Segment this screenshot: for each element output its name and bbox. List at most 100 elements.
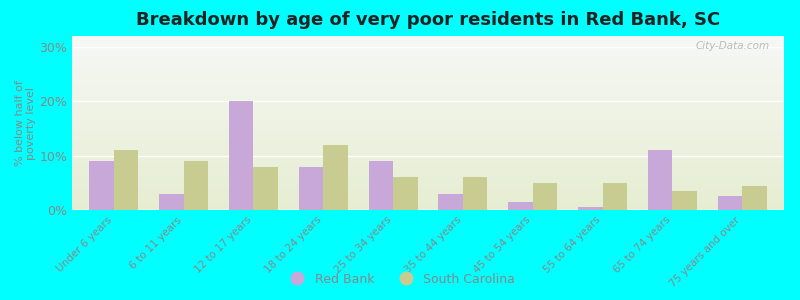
Bar	[72, 162, 784, 163]
Bar	[72, 149, 784, 150]
Bar	[72, 107, 784, 108]
Bar	[72, 151, 784, 152]
Bar	[72, 113, 784, 114]
Bar	[742, 185, 766, 210]
Bar	[72, 192, 784, 193]
Bar	[72, 168, 784, 169]
Bar	[72, 123, 784, 124]
Bar	[72, 157, 784, 158]
Bar	[72, 146, 784, 147]
Bar	[72, 108, 784, 109]
Bar	[72, 117, 784, 118]
Bar	[72, 181, 784, 182]
Bar	[72, 76, 784, 77]
Bar	[72, 190, 784, 191]
Bar	[72, 45, 784, 46]
Bar	[72, 79, 784, 80]
Bar	[72, 204, 784, 205]
Bar	[72, 166, 784, 167]
Bar	[72, 90, 784, 91]
Bar	[72, 134, 784, 135]
Bar	[72, 101, 784, 102]
Bar	[72, 165, 784, 166]
Bar	[72, 197, 784, 198]
Bar	[72, 148, 784, 149]
Bar	[114, 150, 138, 210]
Bar	[72, 115, 784, 116]
Bar	[72, 53, 784, 54]
Bar	[72, 119, 784, 120]
Bar	[648, 150, 672, 210]
Bar	[72, 50, 784, 51]
Bar	[72, 198, 784, 199]
Bar	[72, 54, 784, 55]
Bar	[72, 150, 784, 151]
Bar	[72, 142, 784, 143]
Bar	[72, 66, 784, 67]
Bar	[72, 96, 784, 97]
Bar	[72, 112, 784, 113]
Bar	[72, 36, 784, 37]
Bar	[72, 140, 784, 141]
Bar	[184, 161, 208, 210]
Bar	[72, 60, 784, 61]
Bar	[72, 133, 784, 134]
Bar	[72, 135, 784, 136]
Bar	[72, 81, 784, 82]
Bar	[72, 41, 784, 42]
Bar	[72, 207, 784, 208]
Bar	[72, 184, 784, 185]
Bar	[72, 145, 784, 146]
Bar	[72, 103, 784, 104]
Bar	[72, 155, 784, 156]
Bar	[718, 196, 742, 210]
Bar	[72, 188, 784, 189]
Bar	[72, 182, 784, 183]
Bar	[72, 39, 784, 40]
Bar	[72, 95, 784, 96]
Bar	[72, 49, 784, 50]
Bar	[72, 37, 784, 38]
Bar	[72, 170, 784, 171]
Bar	[72, 152, 784, 153]
Bar	[369, 161, 393, 210]
Bar	[72, 147, 784, 148]
Bar	[72, 104, 784, 105]
Text: City-Data.com: City-Data.com	[696, 41, 770, 51]
Bar	[72, 84, 784, 85]
Bar	[72, 44, 784, 45]
Bar	[72, 159, 784, 160]
Bar	[90, 161, 114, 210]
Bar	[72, 130, 784, 131]
Bar	[72, 99, 784, 100]
Bar	[72, 195, 784, 196]
Bar	[72, 172, 784, 173]
Bar	[438, 194, 463, 210]
Bar	[72, 75, 784, 76]
Bar	[72, 189, 784, 190]
Bar	[72, 131, 784, 132]
Bar	[72, 175, 784, 176]
Bar	[72, 72, 784, 73]
Bar	[72, 173, 784, 174]
Bar	[72, 161, 784, 162]
Bar	[72, 167, 784, 168]
Bar	[393, 177, 418, 210]
Bar	[72, 82, 784, 83]
Bar	[72, 71, 784, 72]
Bar	[72, 65, 784, 66]
Bar	[72, 93, 784, 94]
Bar	[72, 58, 784, 59]
Bar	[72, 185, 784, 186]
Bar	[533, 183, 557, 210]
Bar	[72, 163, 784, 164]
Bar	[72, 47, 784, 48]
Bar	[72, 128, 784, 129]
Bar	[72, 111, 784, 112]
Bar	[72, 38, 784, 39]
Bar	[72, 209, 784, 210]
Bar	[72, 143, 784, 144]
Bar	[72, 154, 784, 155]
Bar	[72, 186, 784, 187]
Bar	[72, 105, 784, 106]
